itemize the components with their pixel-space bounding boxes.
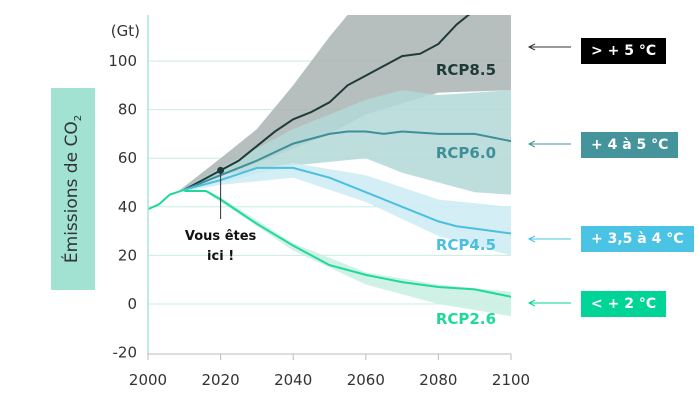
badge-rcp26: < + 2 °C xyxy=(581,291,667,317)
x-tick-label: 2000 xyxy=(129,371,167,389)
line-RCP4.5 xyxy=(184,166,511,235)
arrow-head-RCP6.0 xyxy=(527,140,536,148)
arrow-head-RCP2.6 xyxy=(527,299,536,307)
label-RCP2.6: RCP2.6 xyxy=(436,310,496,328)
line-RCP8.5 xyxy=(183,15,471,191)
historical-line xyxy=(148,188,185,211)
y-unit-label: (Gt) xyxy=(111,22,140,40)
arrow-head-RCP8.5 xyxy=(527,43,536,51)
y-tick-label: -20 xyxy=(113,344,138,362)
y-tick-label: 80 xyxy=(118,101,137,119)
annotation-text-line1: Vous êtes xyxy=(185,229,257,244)
x-tick-label: 2060 xyxy=(347,371,385,389)
x-tick-label: 2080 xyxy=(419,371,457,389)
badge-rcp85: > + 5 °C xyxy=(581,38,667,64)
label-RCP8.5: RCP8.5 xyxy=(436,61,496,79)
arrow-head-RCP4.5 xyxy=(527,235,536,243)
band-RCP2.6 xyxy=(206,189,511,317)
x-tick-label: 2100 xyxy=(492,371,530,389)
y-tick-label: 0 xyxy=(127,295,137,313)
label-RCP4.5: RCP4.5 xyxy=(436,236,496,254)
x-tick-label: 2020 xyxy=(202,371,240,389)
band-RCP4.5 xyxy=(177,163,511,256)
annotation-dot xyxy=(217,166,225,174)
line-RCP2.6 xyxy=(184,190,511,298)
badge-rcp45: + 3,5 à 4 °C xyxy=(581,226,694,252)
annotation-text-line2: ici ! xyxy=(207,249,234,264)
label-RCP6.0: RCP6.0 xyxy=(436,144,496,162)
plot-area xyxy=(148,15,511,317)
y-tick-label: 100 xyxy=(108,52,137,70)
y-tick-label: 20 xyxy=(118,246,137,264)
y-axis-label-box xyxy=(51,88,95,290)
line-RCP6.0 xyxy=(183,130,511,191)
badge-rcp60: + 4 à 5 °C xyxy=(581,132,679,158)
y-tick-label: 60 xyxy=(118,149,137,167)
y-tick-label: 40 xyxy=(118,198,137,216)
x-tick-label: 2040 xyxy=(274,371,312,389)
